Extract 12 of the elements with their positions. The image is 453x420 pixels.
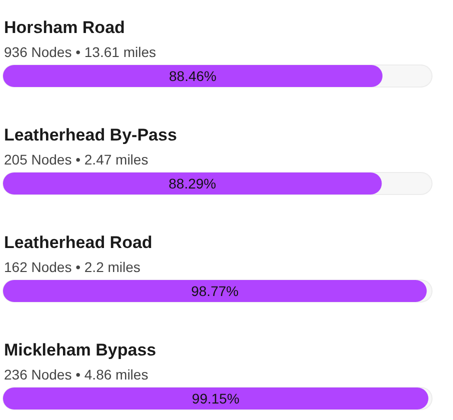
y-tick-label: Horsham Road xyxy=(4,18,125,37)
data-label: 88.46% xyxy=(169,68,216,84)
annotation: 936 Nodes • 13.61 miles xyxy=(4,44,156,60)
y-tick-label: Leatherhead By-Pass xyxy=(4,126,177,144)
data-label: 99.15% xyxy=(192,390,240,406)
annotation: 236 Nodes • 4.86 miles xyxy=(4,366,148,382)
data-label: 98.77% xyxy=(191,283,239,299)
annotation: 162 Nodes • 2.2 miles xyxy=(4,259,140,275)
data-label: 88.29% xyxy=(168,176,216,192)
y-tick-label: Mickleham Bypass xyxy=(4,340,156,360)
annotation: 205 Nodes • 2.47 miles xyxy=(4,152,148,168)
y-tick-label: Leatherhead Road xyxy=(4,233,152,252)
